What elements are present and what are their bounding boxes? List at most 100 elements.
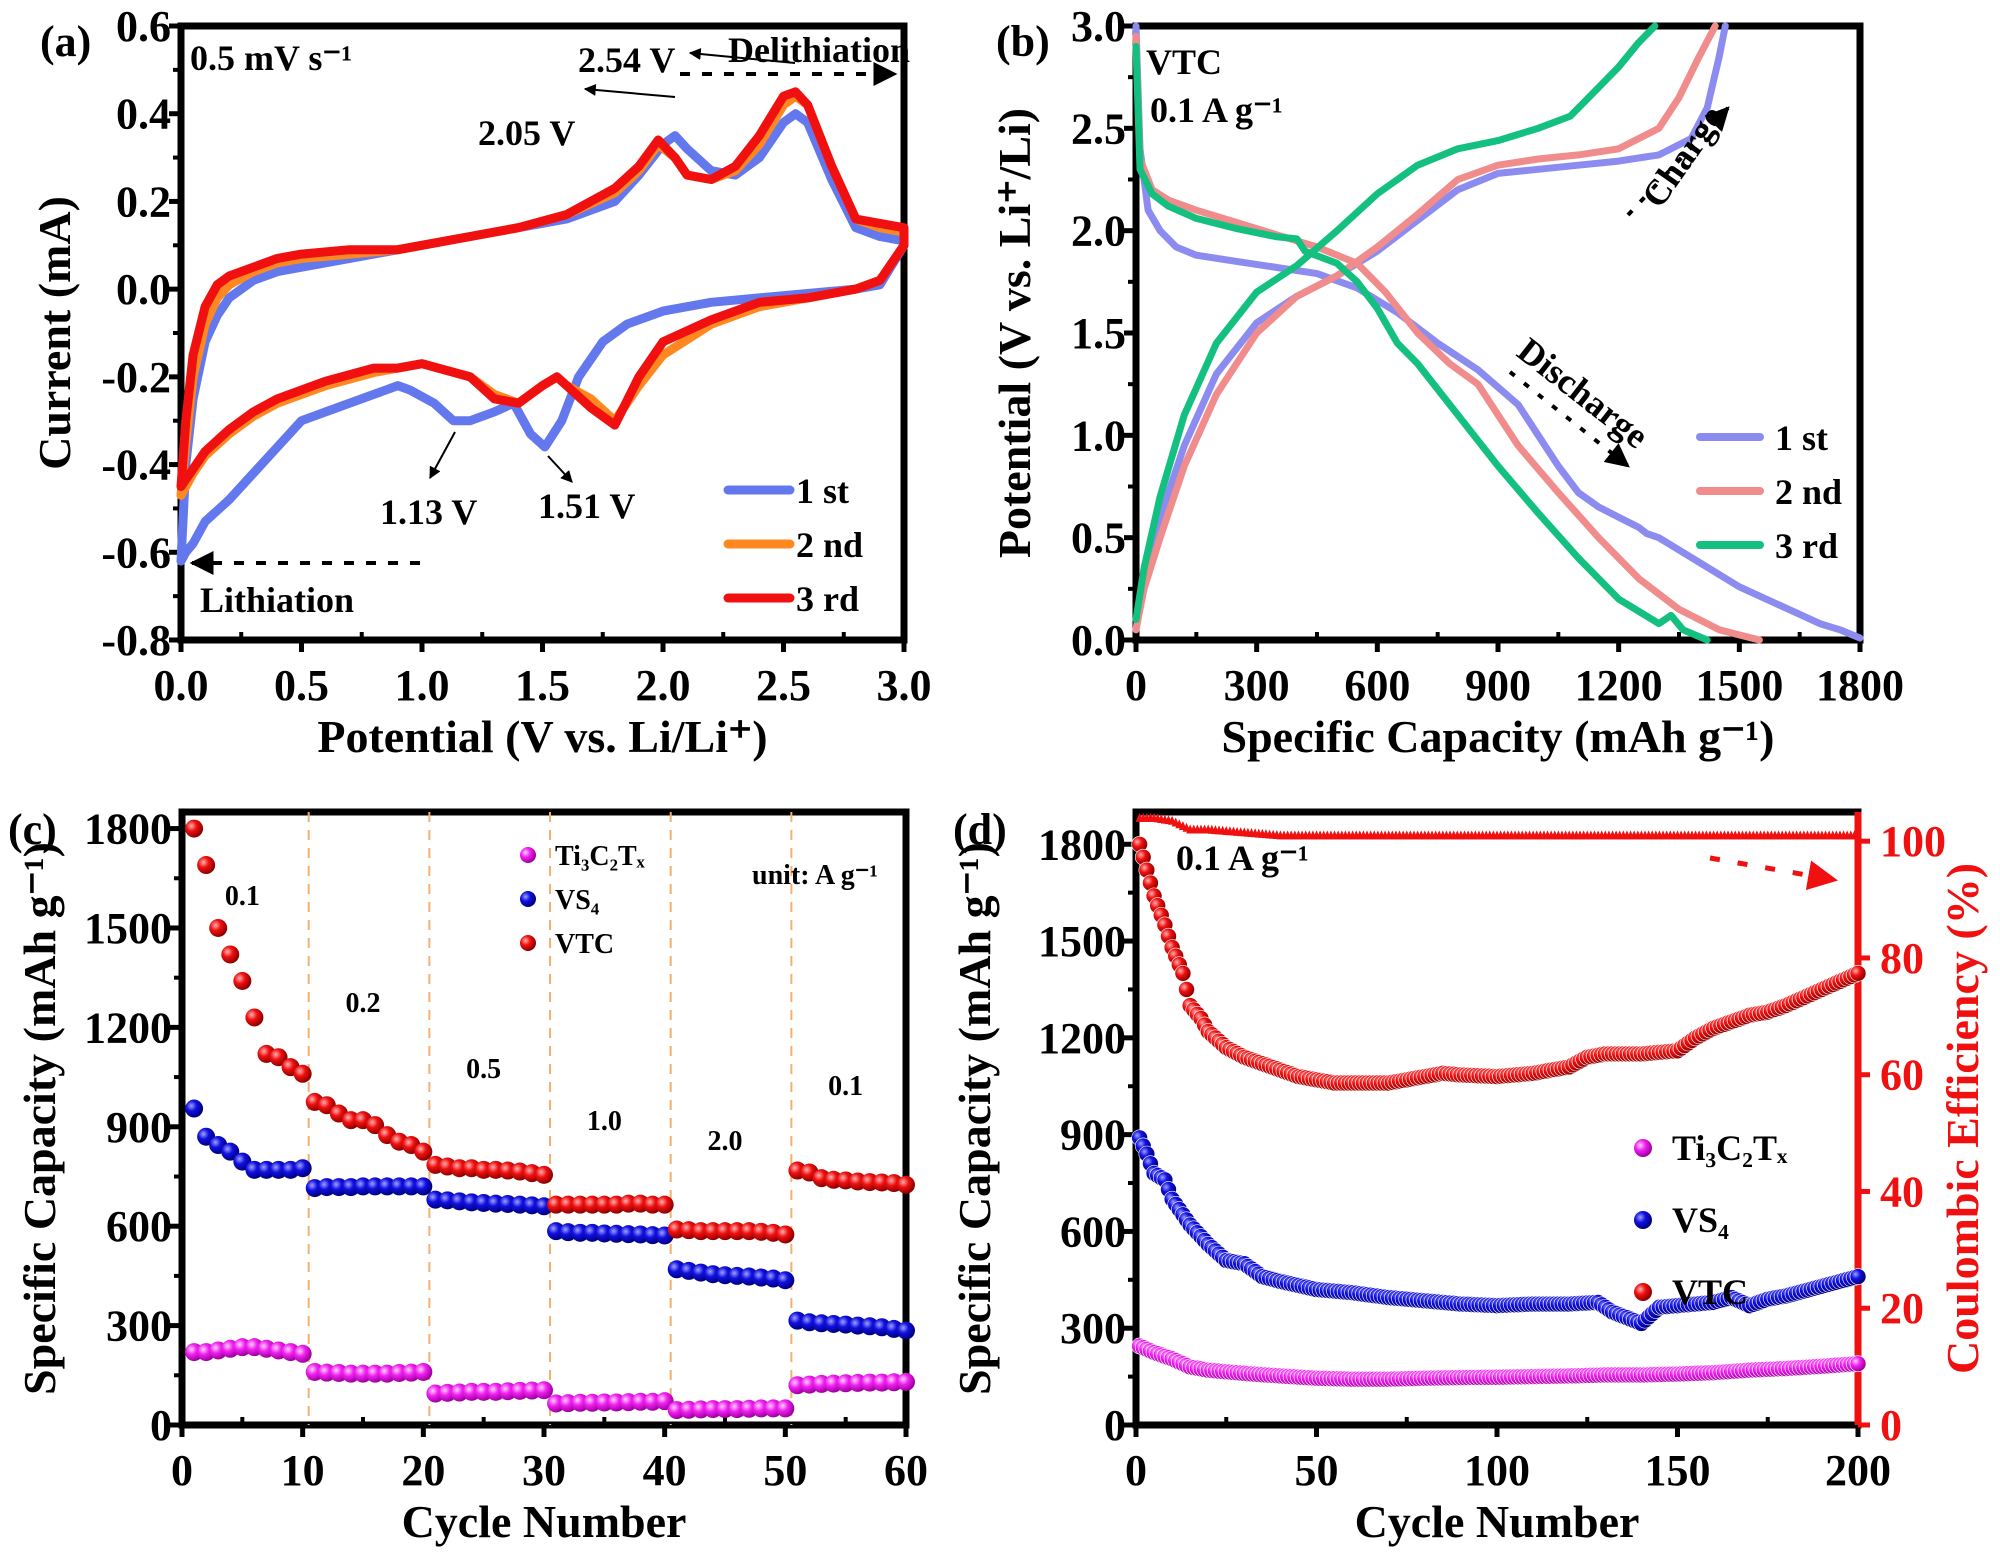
charge-arrow xyxy=(1626,106,1730,217)
y-tick-label: 900 xyxy=(106,1103,172,1152)
rate-label: 0.2 xyxy=(346,988,381,1019)
y-tick-label: 1200 xyxy=(84,1003,172,1052)
legend-label: 3 rd xyxy=(1775,526,1838,566)
x-axis-label: Potential (V vs. Li/Li⁺) xyxy=(317,711,767,762)
y-axis-label: Specific Capacity (mAh g⁻¹) xyxy=(949,842,1000,1395)
legend-label: VTC xyxy=(555,929,614,960)
charge-curve-2nd xyxy=(1132,22,1719,634)
data-point-vtc xyxy=(776,1225,795,1244)
y-tick-label: -0.6 xyxy=(101,528,171,577)
data-point-ti3c2tx xyxy=(776,1399,795,1418)
x-tick-label: 0 xyxy=(1125,661,1147,710)
legend-label: Ti₃C₂Tₓ xyxy=(555,841,646,872)
legend-label: 3 rd xyxy=(796,579,859,619)
panel-a-legend: 1 st 2 nd 3 rd xyxy=(723,471,863,619)
data-point-vtc xyxy=(655,1195,674,1214)
x-tick-label: 50 xyxy=(1295,1446,1339,1495)
rate-label: 1.0 xyxy=(587,1106,622,1137)
y-tick-label: -0.2 xyxy=(101,353,171,402)
y-tick-label: 0 xyxy=(1104,1401,1126,1450)
panel-c-rate-chart: (c) 0 10 20 30 40 50 600300600900120015001800C… xyxy=(8,805,928,1547)
data-point-vtc xyxy=(209,918,228,937)
y-axis-label: Specific Capacity (mAh g⁻¹) xyxy=(14,842,65,1395)
data-point-vs4 xyxy=(414,1177,433,1196)
x-axis-label: Cycle Number xyxy=(402,1496,687,1547)
x-tick-label: 0 xyxy=(171,1446,193,1495)
data-point-vtc xyxy=(221,945,240,964)
y2-axis-label: Coulombic Efficiency (%) xyxy=(1937,863,1988,1374)
x-tick-label: 1500 xyxy=(1695,661,1783,710)
x-tick-label: 30 xyxy=(522,1446,566,1495)
discharge-curve-3rd xyxy=(1132,43,1711,644)
y-tick-label: 2.0 xyxy=(1071,207,1126,256)
data-point-vs4 xyxy=(221,1142,240,1161)
x-tick-label: 1.0 xyxy=(395,661,450,710)
discharge-curve-1st xyxy=(1132,22,1864,642)
peak-arrow-1-51 xyxy=(547,455,573,483)
x-tick-label: 1200 xyxy=(1575,661,1663,710)
panel-b-axes: 0 300 600 900 1200 1500 1800 0.0 0.5 1.0 1.5 2.0 2.5… xyxy=(989,2,1904,762)
data-point-vtc xyxy=(185,819,204,838)
panel-d-rate: 0.1 A g⁻¹ xyxy=(1176,838,1309,878)
plot-frame xyxy=(178,808,910,1429)
data-point-vtc xyxy=(897,1175,915,1194)
x-tick-label: 60 xyxy=(884,1446,928,1495)
panel-b-legend: 1 st 2 nd 3 rd xyxy=(1696,418,1842,566)
y-tick-label: 0.0 xyxy=(116,265,171,314)
legend-marker xyxy=(520,891,536,907)
discharge-curve-2nd xyxy=(1132,32,1763,644)
x-tick-label: 100 xyxy=(1464,1446,1530,1495)
peak-arrow-2-05 xyxy=(583,83,676,98)
x-tick-label: 50 xyxy=(763,1446,807,1495)
panel-c-series xyxy=(185,812,915,1425)
y-tick-label: 600 xyxy=(106,1202,172,1251)
x-tick-label: 200 xyxy=(1825,1446,1891,1495)
peak-arrow-1-13 xyxy=(429,431,456,480)
data-point-vtc xyxy=(366,1116,385,1135)
y-tick-label: 1200 xyxy=(1038,1014,1126,1063)
y2-tick-label: 100 xyxy=(1880,817,1946,866)
x-tick-label: 1.5 xyxy=(515,661,570,710)
data-point-ti3c2tx xyxy=(897,1372,915,1391)
legend-marker xyxy=(520,935,536,951)
y2-tick-label: 80 xyxy=(1880,934,1924,983)
y2-tick-label: 0 xyxy=(1880,1401,1902,1450)
legend-label: 1 st xyxy=(1775,418,1828,458)
x-axis-label: Specific Capacity (mAh g⁻¹) xyxy=(1222,711,1775,762)
y-tick-label: -0.8 xyxy=(101,616,171,665)
peak-arrow-2-54 xyxy=(688,48,796,64)
unit-label: unit: A g⁻¹ xyxy=(752,860,878,891)
data-point-vtc xyxy=(293,1064,312,1083)
data-point-vs4 xyxy=(1849,1268,1867,1285)
y-tick-label: 900 xyxy=(1060,1111,1126,1160)
y-tick-label: 1500 xyxy=(84,904,172,953)
legend-label: VS₄ xyxy=(555,885,600,916)
ce-point xyxy=(1854,830,1862,840)
y-tick-label: 2.5 xyxy=(1071,104,1126,153)
data-point-vtc xyxy=(1849,965,1867,982)
legend-marker xyxy=(1634,1283,1652,1301)
peak-label-2-05: 2.05 V xyxy=(478,113,575,153)
lithiation-label: Lithiation xyxy=(200,580,354,620)
x-axis-label: Cycle Number xyxy=(1355,1496,1640,1547)
panel-a-series xyxy=(176,87,909,566)
charge-curve-1st xyxy=(1132,22,1729,634)
panel-b-charge-discharge-chart: (b) 0 300 600 900 1200 1500 1800 0.0 0.5 1.0 1.5 2.… xyxy=(989,2,1904,762)
data-point-vs4 xyxy=(776,1271,795,1290)
x-tick-label: 10 xyxy=(281,1446,325,1495)
panel-a-cv-chart: (a) 0.0 0.5 1.0 1.5 2.0 2.5 3.0 -0.8 -0.6 -0.4 -0.… xyxy=(29,2,932,762)
data-point-vs4 xyxy=(897,1321,915,1340)
y2-tick-label: 20 xyxy=(1880,1284,1924,1333)
panel-label-a: (a) xyxy=(40,17,91,66)
panel-d-cycling-chart: (d) 0 50 100 150 2000300600900120015001800Cy… xyxy=(949,805,1988,1547)
cv-curve-3rd xyxy=(176,87,909,491)
delithiation-label: Delithiation xyxy=(728,30,910,70)
data-point-vs4 xyxy=(185,1099,204,1118)
y-tick-label: 0.5 xyxy=(1071,514,1126,563)
legend-label: VTC xyxy=(1672,1272,1748,1312)
panel-a-scan-rate: 0.5 mV s⁻¹ xyxy=(190,38,352,78)
y-tick-label: 0.0 xyxy=(1071,616,1126,665)
legend-label: 2 nd xyxy=(796,525,863,565)
